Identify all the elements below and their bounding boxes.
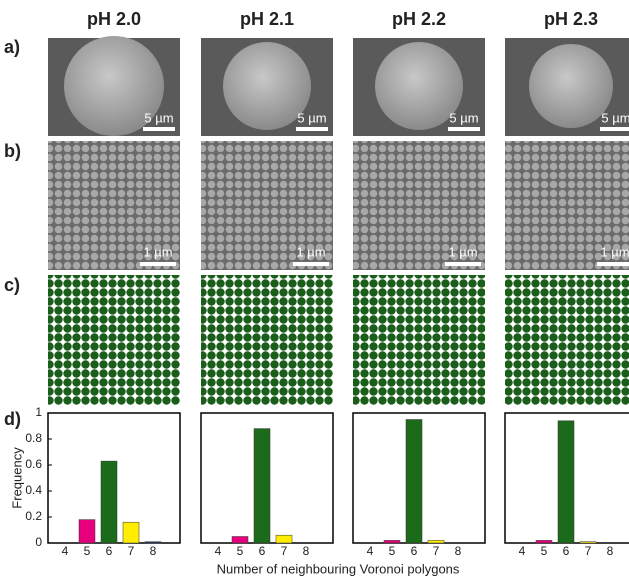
- y-tick-label: 0.8: [25, 431, 42, 445]
- x-tick-label: 5: [237, 544, 244, 558]
- scale-bar-label: 5 µm: [449, 110, 478, 125]
- x-tick-label: 4: [215, 544, 222, 558]
- bar: [144, 541, 162, 544]
- bar: [405, 419, 423, 544]
- x-tick-label: 5: [389, 544, 396, 558]
- x-tick-label: 5: [541, 544, 548, 558]
- y-tick-label: 0.4: [25, 483, 42, 497]
- scale-bar: [143, 127, 175, 131]
- x-tick-label: 4: [62, 544, 69, 558]
- voronoi-map: [201, 275, 333, 405]
- x-tick-label: 7: [281, 544, 288, 558]
- bar: [579, 541, 597, 544]
- x-tick-label: 6: [106, 544, 113, 558]
- microsphere: [223, 42, 311, 130]
- bar: [275, 534, 293, 544]
- scale-bar: [445, 262, 481, 266]
- x-tick-label: 6: [411, 544, 418, 558]
- row-label: c): [4, 275, 20, 295]
- row-label: a): [4, 37, 20, 57]
- x-tick-label: 4: [519, 544, 526, 558]
- column-title: pH 2.2: [392, 9, 446, 29]
- scale-bar-label: 5 µm: [601, 110, 629, 125]
- y-tick-label: 0.2: [25, 509, 42, 523]
- microsphere: [375, 42, 463, 130]
- bar: [427, 540, 445, 544]
- scale-bar-label: 1 µm: [143, 244, 172, 259]
- x-tick-label: 8: [150, 544, 157, 558]
- y-axis-label: Frequency: [9, 447, 24, 509]
- scale-bar: [597, 262, 629, 266]
- bar: [383, 540, 401, 544]
- column-title: pH 2.0: [87, 9, 141, 29]
- x-tick-label: 7: [128, 544, 135, 558]
- sem-image: [505, 141, 629, 270]
- microsphere: [64, 36, 164, 136]
- row-label: b): [4, 141, 21, 161]
- sem-image: [201, 141, 333, 270]
- x-tick-label: 7: [585, 544, 592, 558]
- bar: [253, 428, 271, 544]
- voronoi-map: [505, 275, 629, 405]
- scale-bar: [296, 127, 328, 131]
- bar: [231, 536, 249, 544]
- x-tick-label: 8: [303, 544, 310, 558]
- x-tick-label: 4: [367, 544, 374, 558]
- row-label: d): [4, 409, 21, 429]
- x-tick-label: 7: [433, 544, 440, 558]
- voronoi-map: [48, 275, 180, 405]
- x-axis-label: Number of neighbouring Voronoi polygons: [217, 561, 460, 576]
- scale-bar-label: 5 µm: [144, 110, 173, 125]
- scale-bar: [140, 262, 176, 266]
- x-tick-label: 8: [607, 544, 614, 558]
- bar: [78, 519, 96, 544]
- x-tick-label: 8: [455, 544, 462, 558]
- x-tick-label: 6: [563, 544, 570, 558]
- y-tick-label: 0.6: [25, 457, 42, 471]
- bar: [535, 540, 553, 544]
- bar: [122, 521, 140, 544]
- sem-image: [353, 141, 485, 270]
- y-tick-label: 1: [35, 405, 42, 419]
- scale-bar: [293, 262, 329, 266]
- microsphere: [529, 44, 613, 128]
- scale-bar-label: 1 µm: [296, 244, 325, 259]
- bar: [557, 420, 575, 544]
- voronoi-map: [353, 275, 485, 405]
- scale-bar-label: 1 µm: [600, 244, 629, 259]
- x-tick-label: 6: [259, 544, 266, 558]
- scale-bar-label: 5 µm: [297, 110, 326, 125]
- x-tick-label: 5: [84, 544, 91, 558]
- column-title: pH 2.1: [240, 9, 294, 29]
- scale-bar: [448, 127, 480, 131]
- y-tick-label: 0: [35, 535, 42, 549]
- column-title: pH 2.3: [544, 9, 598, 29]
- scale-bar: [600, 127, 629, 131]
- bar: [100, 460, 118, 544]
- sem-image: [48, 141, 180, 270]
- scale-bar-label: 1 µm: [448, 244, 477, 259]
